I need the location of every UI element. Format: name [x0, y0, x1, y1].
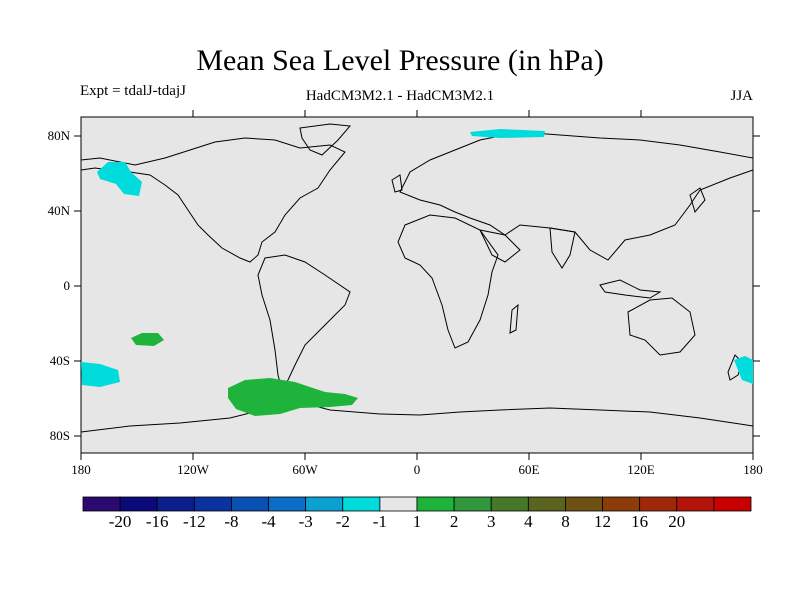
- colorbar-label: -4: [261, 512, 276, 531]
- colorbar-swatch: [342, 496, 381, 512]
- colorbar-label: 3: [487, 512, 496, 531]
- lat-ticks: [74, 135, 760, 437]
- colorbar-label: 20: [668, 512, 685, 531]
- negative-anomaly-new-zealand: [734, 356, 753, 384]
- colorbar-label: 2: [450, 512, 459, 531]
- lon-label-120w: 120W: [177, 462, 210, 477]
- lon-label-60w: 60W: [292, 462, 318, 477]
- colorbar-swatch: [490, 496, 529, 512]
- colorbar-label: -8: [224, 512, 238, 531]
- colorbar-labels: -20 -16 -12 -8 -4 -3 -2 -1 1 2 3 4 8 12 16 20: [109, 512, 686, 531]
- colorbar-swatch: [379, 496, 418, 512]
- colorbar-label: -3: [299, 512, 313, 531]
- colorbar-swatch: [416, 496, 455, 512]
- colorbar-swatch: [527, 496, 566, 512]
- lat-label-40n: 40N: [48, 203, 71, 218]
- colorbar-swatch: [453, 496, 492, 512]
- colorbar-label: 8: [561, 512, 570, 531]
- map-background: [80, 116, 754, 454]
- colorbar-swatch: [119, 496, 158, 512]
- colorbar-label: 16: [631, 512, 648, 531]
- colorbar-label: 4: [524, 512, 533, 531]
- colorbar-label: 12: [594, 512, 611, 531]
- colorbar-label: 1: [413, 512, 422, 531]
- colorbar-swatch: [713, 496, 752, 512]
- coastlines: [80, 123, 754, 433]
- colorbar-swatch: [565, 496, 603, 512]
- colorbar-label: -2: [336, 512, 350, 531]
- colorbar-label: -16: [146, 512, 169, 531]
- lon-label-180-east: 180: [743, 462, 763, 477]
- chart-title: Mean Sea Level Pressure (in hPa): [196, 44, 604, 77]
- lon-label-180-west: 180: [71, 462, 91, 477]
- negative-anomaly-alaska: [97, 162, 142, 196]
- lon-label-0: 0: [414, 462, 421, 477]
- lat-label-80n: 80N: [48, 128, 71, 143]
- negative-anomaly-arctic: [470, 129, 545, 138]
- colorbar-swatch: [602, 496, 641, 512]
- colorbar-swatch: [82, 496, 121, 512]
- season-label: JJA: [730, 88, 753, 104]
- colorbar-label: -1: [373, 512, 387, 531]
- models-label: HadCM3M2.1 - HadCM3M2.1: [305, 88, 495, 104]
- lon-ticks: [80, 110, 754, 460]
- colorbar-swatch: [305, 496, 344, 512]
- lat-label-0: 0: [64, 278, 71, 293]
- lat-label-80s: 80S: [50, 428, 70, 443]
- colorbar-label: -20: [109, 512, 132, 531]
- anomaly-regions: [81, 129, 753, 416]
- positive-anomaly-pacific: [131, 333, 164, 346]
- positive-anomaly-southern-ocean: [228, 378, 358, 416]
- colorbar-label: -12: [183, 512, 206, 531]
- colorbar-swatch: [676, 496, 715, 512]
- negative-anomaly-south-pacific: [81, 362, 120, 387]
- colorbar-swatch: [639, 496, 678, 512]
- experiment-label: Expt = tdalJ-tdajJ: [80, 83, 186, 99]
- colorbar-swatch: [268, 496, 307, 512]
- colorbar-swatch: [156, 496, 195, 512]
- colorbar-swatch: [231, 496, 269, 512]
- lat-label-40s: 40S: [50, 353, 70, 368]
- lon-label-120e: 120E: [627, 462, 655, 477]
- lon-label-60e: 60E: [519, 462, 540, 477]
- colorbar-swatch: [193, 496, 232, 512]
- colorbar: [82, 496, 752, 512]
